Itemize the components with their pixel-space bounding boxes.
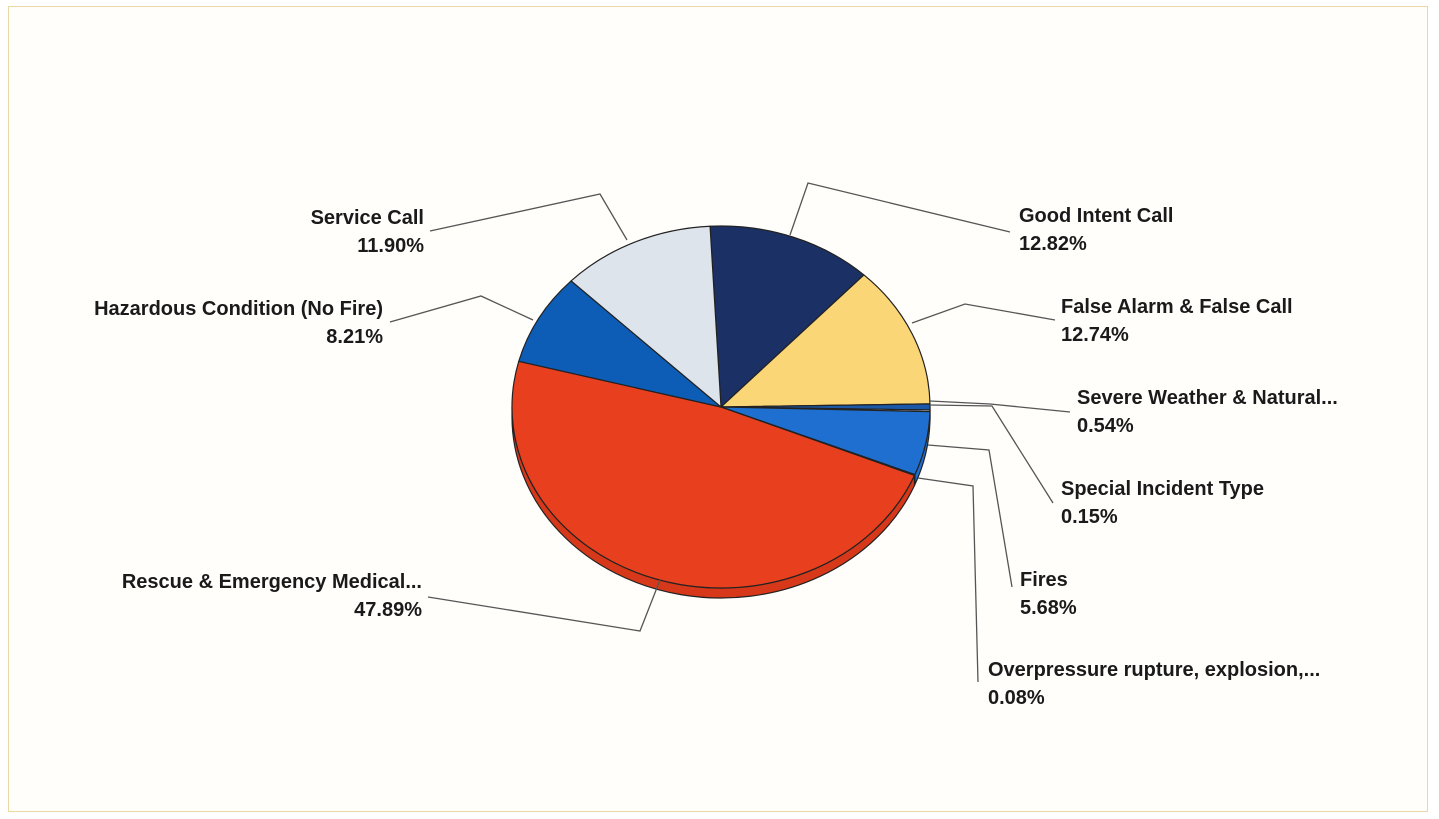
leader-line-hazardous [389, 295, 534, 323]
pie-slice-service-call [570, 225, 722, 408]
slice-label-good-intent: Good Intent Call [1019, 205, 1173, 227]
pie-slice-hazardous [518, 280, 722, 408]
slice-percent-special-incident: 0.15% [1061, 506, 1118, 528]
slice-percent-severe-weather: 0.54% [1077, 415, 1134, 437]
leader-line-rescue [427, 579, 661, 632]
slice-percent-good-intent: 12.82% [1019, 233, 1087, 255]
slice-percent-service-call: 11.90% [357, 235, 424, 257]
slice-label-fires: Fires [1020, 569, 1068, 591]
pie-slice-false-alarm [720, 274, 931, 408]
slice-label-false-alarm: False Alarm & False Call [1061, 296, 1293, 318]
slice-label-rescue: Rescue & Emergency Medical... [122, 571, 422, 593]
pie-slice-rescue [511, 360, 916, 589]
slice-label-special-incident: Special Incident Type [1061, 478, 1264, 500]
slice-label-severe-weather: Severe Weather & Natural... [1077, 387, 1338, 409]
slice-percent-overpressure: 0.08% [988, 687, 1045, 709]
label-layer: Good Intent Call 12.82% False Alarm & Fals… [94, 205, 1338, 709]
leader-line-special-incident [929, 404, 1054, 504]
leader-line-good-intent [789, 182, 1011, 236]
slice-percent-fires: 5.68% [1020, 597, 1077, 619]
leader-line-overpressure [917, 477, 979, 683]
slice-label-service-call: Service Call [311, 207, 424, 229]
slice-percent-hazardous: 8.21% [326, 326, 383, 348]
leader-line-service-call [429, 193, 628, 241]
leader-line-fires [927, 444, 1013, 588]
slice-label-overpressure: Overpressure rupture, explosion,... [988, 659, 1320, 681]
pie-slice-layer [511, 225, 931, 589]
leader-line-severe-weather [929, 400, 1071, 413]
slice-percent-rescue: 47.89% [354, 599, 422, 621]
slice-label-hazardous: Hazardous Condition (No Fire) [94, 298, 383, 320]
pie-slice-good-intent [709, 225, 865, 408]
slice-percent-false-alarm: 12.74% [1061, 324, 1129, 346]
leader-line-layer [389, 182, 1071, 683]
leader-line-false-alarm [911, 303, 1056, 324]
